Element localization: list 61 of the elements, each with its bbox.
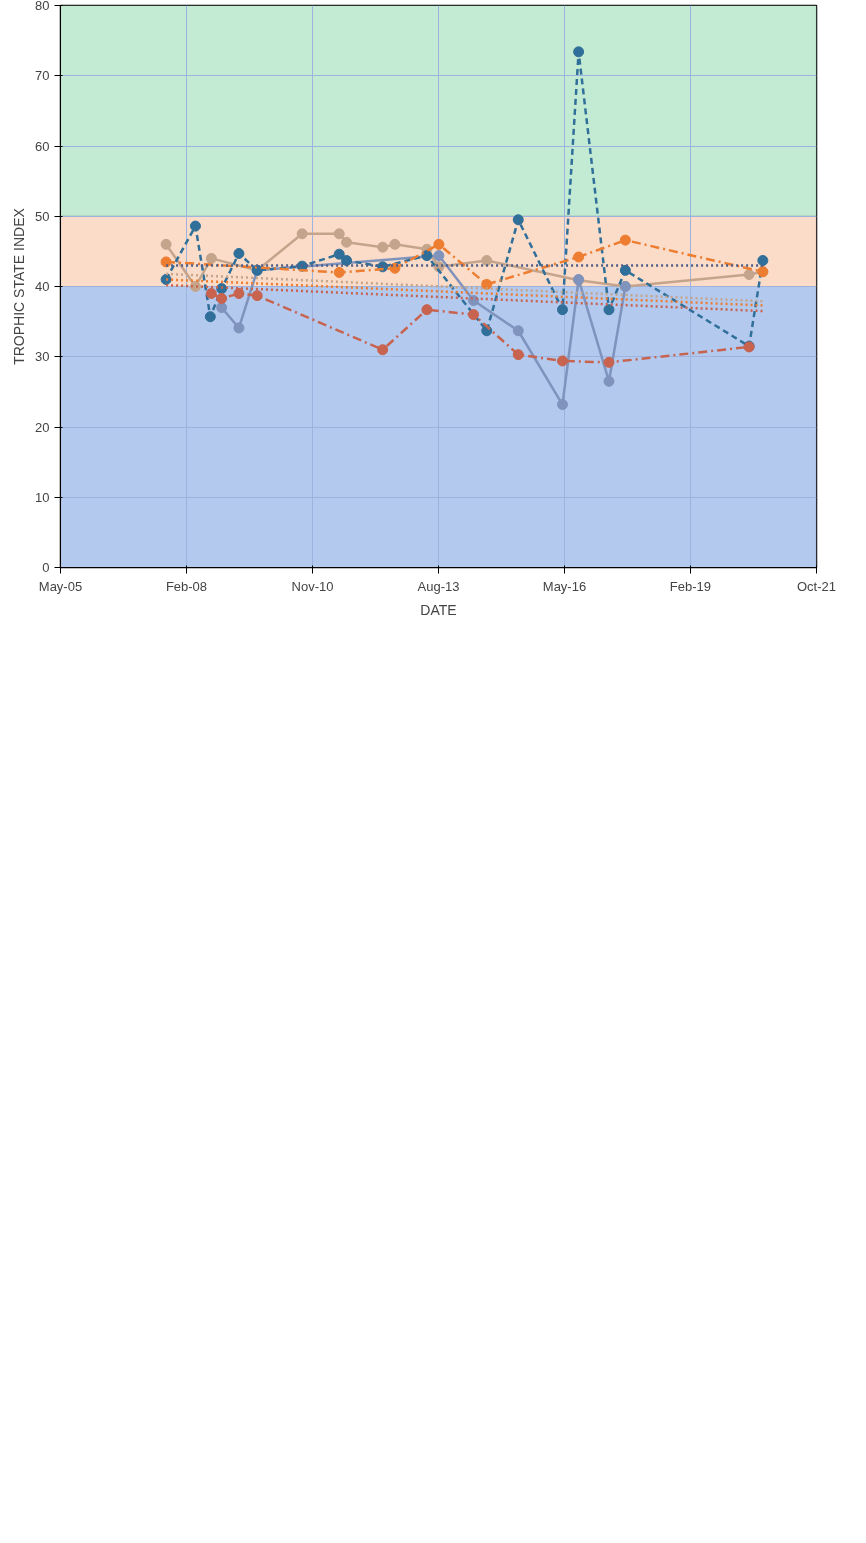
point	[433, 250, 445, 262]
point	[481, 255, 493, 266]
point	[251, 290, 263, 302]
x-tick-label: May-16	[542, 578, 587, 594]
point	[421, 304, 433, 316]
point	[433, 238, 445, 250]
point	[296, 228, 308, 240]
y-tick-label: 80	[35, 0, 50, 13]
point	[333, 248, 345, 260]
point	[556, 355, 568, 367]
x-tick-label: Feb-19	[669, 578, 711, 594]
point	[468, 309, 480, 321]
x-tick-label: Oct-21	[796, 578, 837, 594]
x-tick-label: May-05	[38, 578, 83, 594]
point	[189, 220, 201, 232]
x-tick-label: Feb-08	[165, 578, 208, 594]
y-tick-label: 70	[35, 68, 50, 84]
point	[205, 288, 217, 300]
y-tick-label: 20	[35, 419, 50, 435]
point	[743, 269, 755, 281]
y-tick-label: 30	[35, 349, 50, 365]
x-axis-title: DATE	[420, 601, 457, 618]
point	[233, 288, 245, 300]
point	[377, 241, 389, 253]
point	[233, 247, 245, 259]
point	[341, 236, 353, 248]
point	[573, 251, 585, 263]
y-tick-label: 0	[42, 560, 50, 575]
point	[216, 292, 228, 304]
point	[573, 46, 585, 58]
point	[512, 325, 524, 337]
point	[333, 228, 345, 240]
point	[556, 304, 568, 316]
point	[341, 255, 353, 266]
y-axis-title: TROPHIC STATE INDEX	[11, 207, 28, 365]
point	[389, 238, 401, 250]
point	[556, 399, 568, 411]
point	[619, 264, 631, 276]
point	[421, 250, 433, 262]
point	[216, 302, 228, 314]
y-tick-label: 60	[35, 138, 50, 154]
y-tick-label: 10	[35, 489, 50, 505]
y-tick-label: 50	[35, 208, 50, 224]
point	[205, 252, 217, 264]
point	[377, 344, 389, 356]
point	[160, 256, 172, 268]
x-tick-label: Aug-13	[417, 578, 460, 594]
point	[619, 234, 631, 246]
point	[757, 255, 769, 266]
point	[481, 278, 493, 290]
x-tick-label: Nov-10	[291, 578, 334, 594]
point	[233, 322, 245, 334]
point	[512, 214, 524, 226]
point	[603, 356, 615, 368]
point	[204, 311, 216, 323]
y-tick-label: 40	[35, 279, 50, 294]
point	[512, 349, 524, 361]
point	[160, 238, 172, 250]
point	[603, 304, 615, 316]
point	[603, 375, 615, 387]
point	[333, 266, 345, 278]
